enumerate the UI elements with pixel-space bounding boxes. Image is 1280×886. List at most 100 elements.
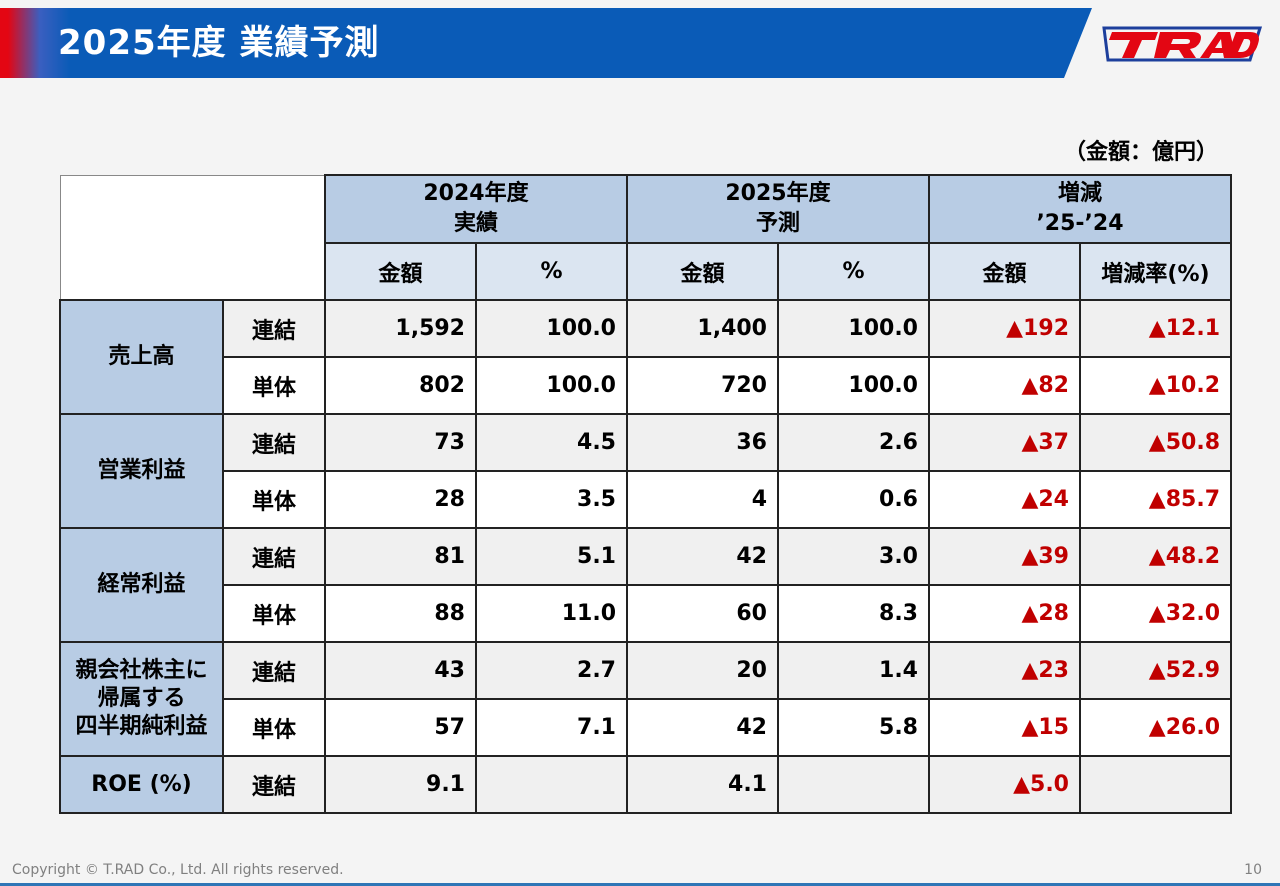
value-cell: 36	[626, 413, 779, 472]
col-header: 金額	[324, 242, 477, 301]
table-row: 単体 802 100.0 720 100.0 ▲82 ▲10.2	[60, 356, 1232, 415]
value-cell: 1,400	[626, 299, 779, 358]
row-category-line: 四半期純利益	[75, 714, 208, 739]
value-cell: 73	[324, 413, 477, 472]
value-cell: 3.5	[475, 470, 628, 529]
value-cell: 8.3	[777, 584, 930, 643]
row-category: 売上高	[59, 299, 224, 415]
row-category-line: 親会社株主に	[75, 658, 208, 683]
row-kind: 連結	[222, 413, 326, 472]
table-row: ROE (%) 連結 9.1 4.1 ▲5.0	[59, 755, 1232, 814]
change-cell: ▲23	[928, 641, 1081, 700]
change-cell: ▲24	[928, 470, 1081, 529]
change-rate-cell: ▲10.2	[1079, 356, 1232, 415]
table-row: 親会社株主に 帰属する 四半期純利益 連結 43 2.7 20 1.4 ▲23 …	[59, 641, 1232, 757]
row-kind: 連結	[222, 299, 326, 358]
row-kind: 単体	[222, 584, 326, 643]
change-cell: ▲82	[928, 356, 1081, 415]
change-rate-cell: ▲50.8	[1079, 413, 1232, 472]
group-header-line2: 実績	[453, 211, 498, 236]
value-cell: 42	[626, 527, 779, 586]
value-cell: 100.0	[475, 356, 628, 415]
value-cell: 5.8	[777, 698, 930, 757]
group-header-change: 増減 ’25-’24	[928, 174, 1232, 244]
table-row: 経常利益 連結 81 5.1 42 3.0 ▲39 ▲48.2	[59, 527, 1232, 643]
row-category: 親会社株主に 帰属する 四半期純利益	[59, 641, 224, 757]
table-row: 単体 57 7.1 42 5.8 ▲15 ▲26.0	[60, 698, 1232, 757]
col-header: %	[777, 242, 930, 301]
value-cell: 2.7	[475, 641, 628, 700]
unit-note: （金額：億円）	[1063, 140, 1218, 165]
corner-cell	[59, 174, 326, 301]
row-category: 経常利益	[59, 527, 224, 643]
change-cell: ▲192	[928, 299, 1081, 358]
copyright-text: Copyright © T.RAD Co., Ltd. All rights r…	[12, 862, 344, 878]
group-header-line1: 増減	[1057, 181, 1102, 206]
value-cell: 3.0	[777, 527, 930, 586]
value-cell: 20	[626, 641, 779, 700]
col-header: 金額	[626, 242, 779, 301]
table-row: 単体 88 11.0 60 8.3 ▲28 ▲32.0	[60, 584, 1232, 643]
value-cell: 1.4	[777, 641, 930, 700]
page-title: 2025年度 業績予測	[58, 23, 380, 63]
row-category-line: 帰属する	[97, 686, 186, 711]
group-header-line1: 2025年度	[725, 181, 831, 206]
value-cell: 4.1	[626, 755, 779, 814]
forecast-table: 2024年度 実績 2025年度 予測 増減 ’25-’24 金額 % 金額 %…	[59, 174, 1232, 814]
change-rate-cell: ▲12.1	[1079, 299, 1232, 358]
value-cell: 9.1	[324, 755, 477, 814]
value-cell: 5.1	[475, 527, 628, 586]
value-cell	[475, 755, 628, 814]
group-header-row: 2024年度 実績 2025年度 予測 増減 ’25-’24	[59, 174, 1232, 301]
value-cell: 2.6	[777, 413, 930, 472]
row-kind: 単体	[222, 698, 326, 757]
footer-divider	[0, 883, 1280, 886]
table-row: 売上高 連結 1,592 100.0 1,400 100.0 ▲192 ▲12.…	[59, 299, 1232, 415]
row-category: ROE (%)	[59, 755, 224, 814]
group-header-2024: 2024年度 実績	[324, 174, 628, 244]
change-cell: ▲5.0	[928, 755, 1081, 814]
title-bar	[0, 8, 1092, 78]
sub-header-row: 金額 % 金額 % 金額 増減率(%)	[60, 242, 1232, 301]
row-kind: 連結	[222, 527, 326, 586]
value-cell: 100.0	[777, 356, 930, 415]
value-cell: 11.0	[475, 584, 628, 643]
row-kind: 単体	[222, 470, 326, 529]
value-cell: 720	[626, 356, 779, 415]
row-kind: 連結	[222, 641, 326, 700]
value-cell: 42	[626, 698, 779, 757]
row-kind: 連結	[222, 755, 326, 814]
group-header-line2: 予測	[755, 211, 800, 236]
change-rate-cell: ▲32.0	[1079, 584, 1232, 643]
change-rate-cell	[1079, 755, 1232, 814]
col-header: 金額	[928, 242, 1081, 301]
value-cell: 100.0	[475, 299, 628, 358]
value-cell: 802	[324, 356, 477, 415]
value-cell: 0.6	[777, 470, 930, 529]
value-cell: 4.5	[475, 413, 628, 472]
change-rate-cell: ▲26.0	[1079, 698, 1232, 757]
value-cell	[777, 755, 930, 814]
row-category: 営業利益	[59, 413, 224, 529]
change-cell: ▲15	[928, 698, 1081, 757]
group-header-line1: 2024年度	[423, 181, 529, 206]
group-header-2025: 2025年度 予測	[626, 174, 930, 244]
change-rate-cell: ▲85.7	[1079, 470, 1232, 529]
change-rate-cell: ▲48.2	[1079, 527, 1232, 586]
value-cell: 1,592	[324, 299, 477, 358]
table-row: 単体 28 3.5 4 0.6 ▲24 ▲85.7	[60, 470, 1232, 529]
page-number: 10	[1244, 862, 1262, 878]
table-row: 営業利益 連結 73 4.5 36 2.6 ▲37 ▲50.8	[59, 413, 1232, 529]
col-header: %	[475, 242, 628, 301]
row-kind: 単体	[222, 356, 326, 415]
value-cell: 100.0	[777, 299, 930, 358]
value-cell: 88	[324, 584, 477, 643]
value-cell: 81	[324, 527, 477, 586]
value-cell: 60	[626, 584, 779, 643]
change-rate-cell: ▲52.9	[1079, 641, 1232, 700]
value-cell: 57	[324, 698, 477, 757]
trad-logo	[1102, 26, 1263, 62]
value-cell: 28	[324, 470, 477, 529]
change-cell: ▲28	[928, 584, 1081, 643]
group-header-line2: ’25-’24	[1036, 211, 1124, 236]
